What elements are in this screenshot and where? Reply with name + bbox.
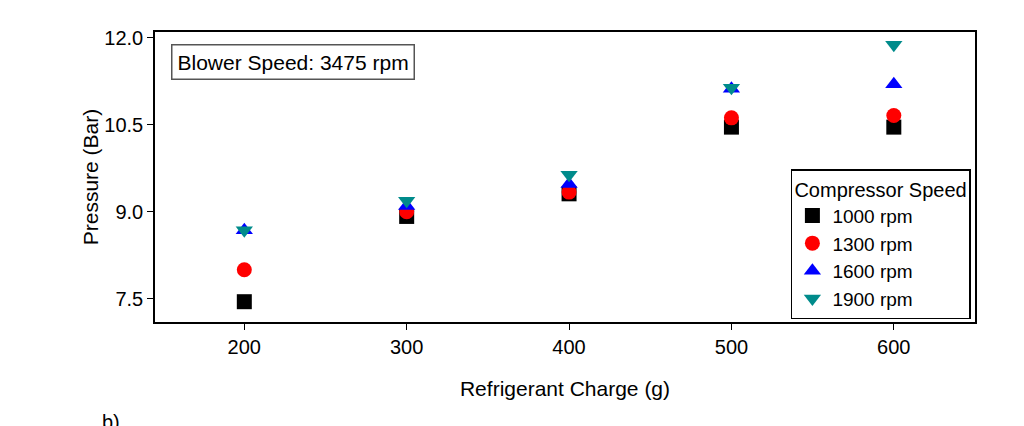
svg-text:Refrigerant Charge (g): Refrigerant Charge (g) bbox=[460, 377, 670, 400]
svg-text:1600 rpm: 1600 rpm bbox=[832, 261, 912, 282]
svg-text:200: 200 bbox=[228, 336, 261, 358]
svg-text:b): b) bbox=[102, 411, 120, 426]
svg-text:1000 rpm: 1000 rpm bbox=[832, 206, 912, 227]
svg-text:Blower Speed: 3475 rpm: Blower Speed: 3475 rpm bbox=[178, 51, 409, 74]
svg-text:500: 500 bbox=[715, 336, 748, 358]
svg-text:Compressor Speed: Compressor Speed bbox=[794, 179, 966, 201]
svg-text:1900 rpm: 1900 rpm bbox=[832, 289, 912, 310]
svg-text:7.5: 7.5 bbox=[115, 288, 143, 310]
svg-text:300: 300 bbox=[390, 336, 423, 358]
svg-text:12.0: 12.0 bbox=[104, 27, 143, 49]
svg-text:9.0: 9.0 bbox=[115, 201, 143, 223]
svg-text:Pressure (Bar): Pressure (Bar) bbox=[79, 109, 102, 246]
svg-text:400: 400 bbox=[552, 336, 585, 358]
svg-text:10.5: 10.5 bbox=[104, 114, 143, 136]
svg-text:1300 rpm: 1300 rpm bbox=[832, 234, 912, 255]
svg-text:600: 600 bbox=[877, 336, 910, 358]
